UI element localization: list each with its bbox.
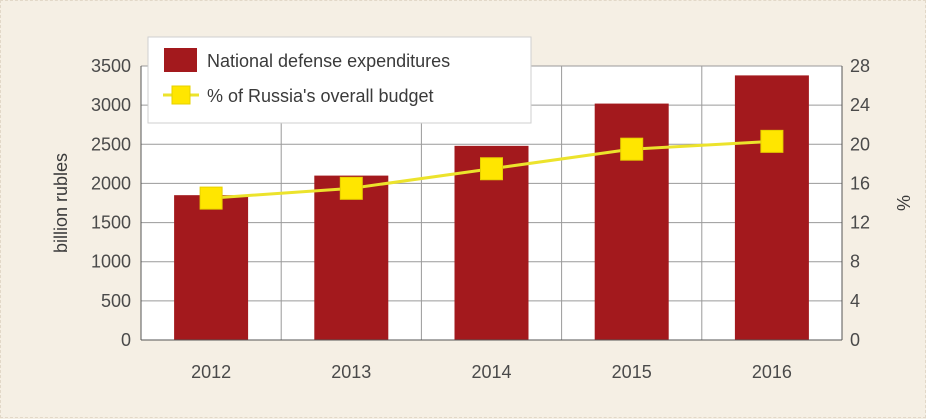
y-tick-label: 2000 [91,173,131,193]
x-tick-label: 2013 [331,362,371,382]
y-tick-label: 1000 [91,252,131,272]
y2-tick-label: 20 [850,134,870,154]
y2-axis-title: % [893,195,913,211]
legend-label-percent: % of Russia's overall budget [207,86,434,106]
y2-tick-label: 28 [850,56,870,76]
y2-tick-label: 8 [850,252,860,272]
bar-series [174,75,809,340]
y2-tick-label: 4 [850,291,860,311]
legend-label-defense: National defense expenditures [207,51,450,71]
left-axis-ticks: 0 500 1000 1500 2000 2500 3000 3500 [91,56,131,350]
bar-2013 [314,175,389,340]
y2-tick-label: 12 [850,213,870,233]
y-tick-label: 1500 [91,213,131,233]
right-axis-ticks: 0 4 8 12 16 20 24 28 [850,56,870,350]
y2-tick-label: 0 [850,330,860,350]
bar-2016 [734,75,809,340]
point-2014 [480,157,503,181]
bar-2012 [174,195,249,340]
x-tick-label: 2012 [191,362,231,382]
x-tick-label: 2014 [471,362,511,382]
point-2012 [199,186,223,210]
legend-swatch-bar [164,48,197,72]
legend-swatch-marker [171,85,191,105]
x-tick-label: 2016 [752,362,792,382]
legend: National defense expenditures % of Russi… [147,36,532,124]
x-axis-ticks: 2012 2013 2014 2015 2016 [191,362,792,382]
legend-box [147,36,532,124]
y-tick-label: 2500 [91,134,131,154]
y2-tick-label: 24 [850,95,870,115]
point-2013 [339,176,363,200]
point-2016 [760,129,784,153]
x-tick-label: 2015 [612,362,652,382]
y-tick-label: 3000 [91,95,131,115]
point-2015 [620,137,644,161]
y-tick-label: 0 [121,330,131,350]
line-series [199,129,784,210]
y-tick-label: 500 [101,291,131,311]
y-axis-title: billion rubles [51,153,71,253]
y-tick-label: 3500 [91,56,131,76]
y2-tick-label: 16 [850,173,870,193]
